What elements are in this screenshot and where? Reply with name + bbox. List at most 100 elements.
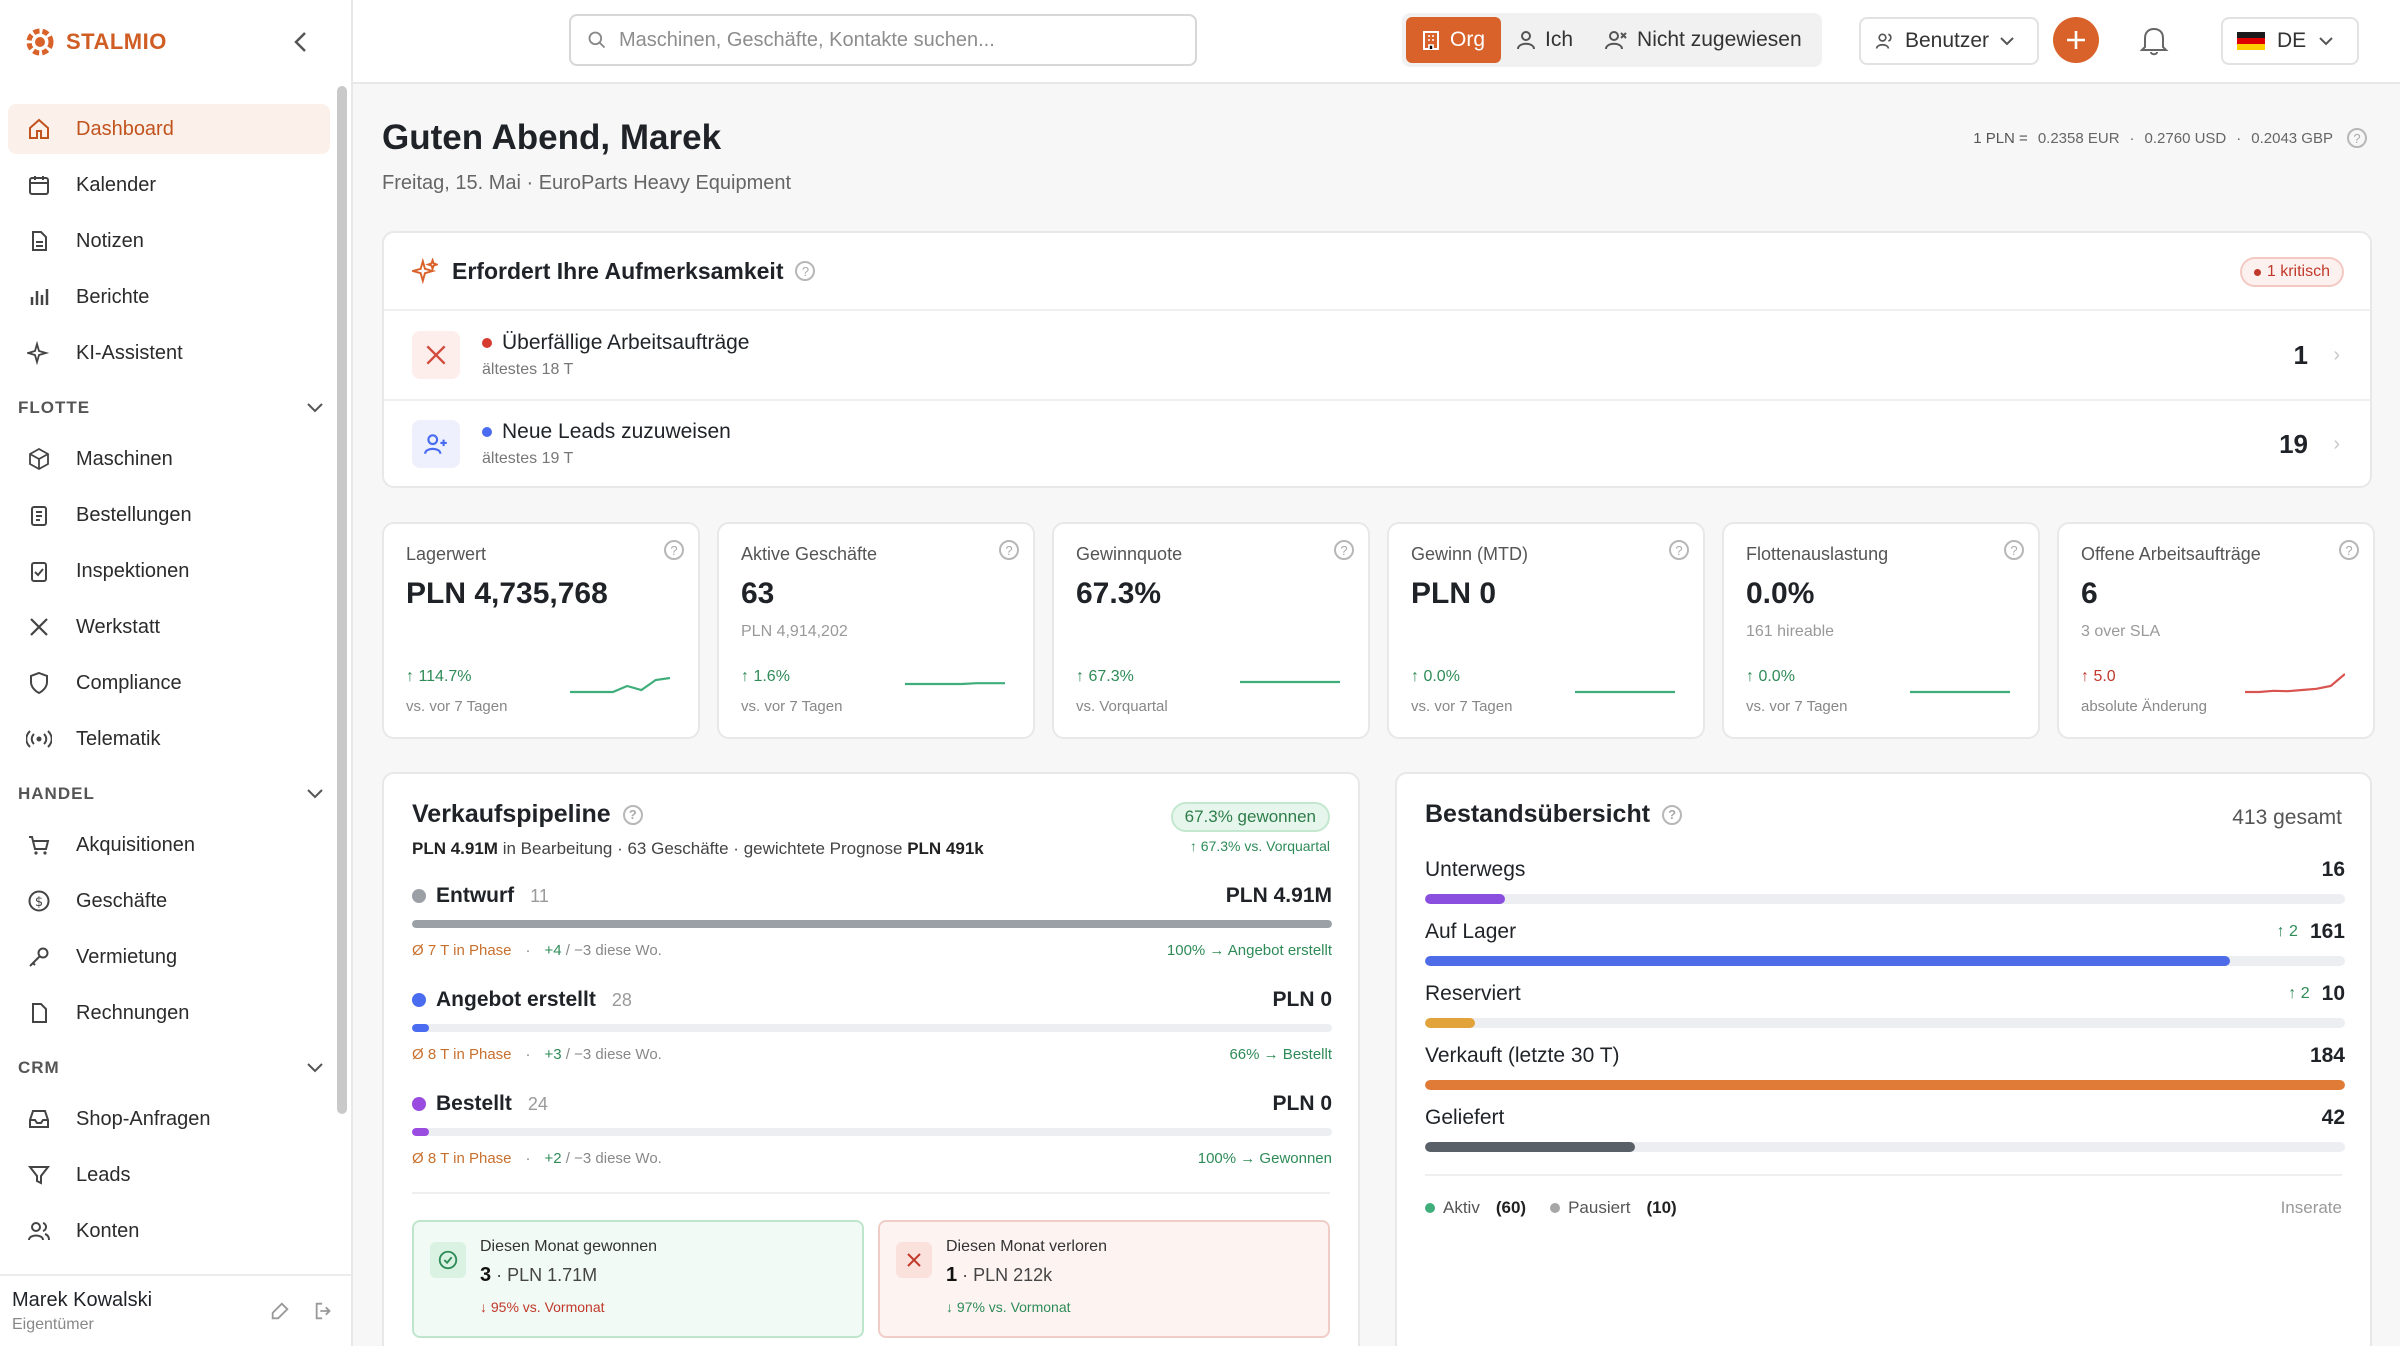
stage-value: PLN 0 bbox=[1272, 988, 1332, 1011]
help-icon[interactable]: ? bbox=[2347, 128, 2367, 148]
notifications-button[interactable] bbox=[2139, 24, 2171, 56]
check-circle-icon bbox=[430, 1242, 466, 1278]
kpi-note: absolute Änderung bbox=[2081, 698, 2207, 715]
search-box[interactable] bbox=[569, 14, 1197, 66]
kpi-value: PLN 4,735,768 bbox=[406, 577, 608, 610]
nav-group-flotte[interactable]: FLOTTE bbox=[8, 388, 324, 428]
kpi-card[interactable]: Lagerwert PLN 4,735,768 ↑ 114.7% vs. vor 7 … bbox=[382, 522, 700, 739]
kpi-card[interactable]: Gewinn (MTD) PLN 0 ↑ 0.0% vs. vor 7 Tagen? bbox=[1387, 522, 1705, 739]
sidebar-item-label: Werkstatt bbox=[76, 615, 161, 638]
users-icon bbox=[24, 1216, 54, 1246]
chart-icon bbox=[24, 282, 54, 312]
help-icon[interactable]: ? bbox=[2004, 540, 2024, 560]
sidebar-item-compliance[interactable]: Compliance bbox=[8, 658, 330, 708]
create-button[interactable] bbox=[2053, 17, 2099, 63]
attention-row-label: Überfällige Arbeitsaufträge bbox=[502, 331, 750, 354]
nav-group-crm[interactable]: CRM bbox=[8, 1048, 324, 1088]
logo[interactable]: STALMIO bbox=[20, 22, 167, 62]
scope-org-button[interactable]: Org bbox=[1406, 17, 1502, 63]
sidebar-item-label: Compliance bbox=[76, 671, 182, 694]
sidebar-item-dashboard[interactable]: Dashboard bbox=[8, 104, 330, 154]
help-icon[interactable]: ? bbox=[1334, 540, 1354, 560]
kpi-card[interactable]: Gewinnquote 67.3% ↑ 67.3% vs. Vorquartal? bbox=[1052, 522, 1370, 739]
kpi-card[interactable]: Aktive Geschäfte 63 PLN 4,914,202 ↑ 1.6% vs.… bbox=[717, 522, 1035, 739]
kpi-card[interactable]: Flottenauslastung 0.0% 161 hireable ↑ 0.0% v… bbox=[1722, 522, 2040, 739]
inventory-label: Verkauft (letzte 30 T) bbox=[1425, 1044, 1620, 1067]
kpi-card[interactable]: Offene Arbeitsaufträge 6 3 over SLA ↑ 5.0 ab… bbox=[2057, 522, 2375, 739]
help-icon[interactable]: ? bbox=[622, 804, 643, 825]
sidebar-item-inspektionen[interactable]: Inspektionen bbox=[8, 546, 330, 596]
inventory-row[interactable]: Unterwegs 16 bbox=[1425, 858, 2345, 904]
kpi-subtext bbox=[1411, 623, 1681, 643]
kpi-note: vs. vor 7 Tagen bbox=[741, 698, 843, 715]
pipeline-title: Verkaufspipeline bbox=[412, 800, 611, 828]
inventory-bar-fill bbox=[1425, 1018, 1475, 1028]
sidebar-item-berichte[interactable]: Berichte bbox=[8, 272, 330, 322]
key-icon bbox=[24, 942, 54, 972]
sidebar-item-kalender[interactable]: Kalender bbox=[8, 160, 330, 210]
exchange-rates: 1 PLN = 0.2358 EUR · 0.2760 USD · 0.2043… bbox=[1973, 128, 2367, 148]
attention-row-overdue-orders[interactable]: Überfällige Arbeitsaufträge ältestes 18 … bbox=[384, 311, 2370, 399]
scope-unassigned-button[interactable]: Nicht zugewiesen bbox=[1589, 17, 1818, 63]
scope-me-button[interactable]: Ich bbox=[1501, 17, 1589, 63]
edit-icon[interactable] bbox=[269, 1300, 291, 1322]
sidebar-item-geschaefte[interactable]: $ Geschäfte bbox=[8, 876, 330, 926]
sidebar-item-shop-anfragen[interactable]: Shop-Anfragen bbox=[8, 1094, 330, 1144]
sidebar-item-leads[interactable]: Leads bbox=[8, 1150, 330, 1200]
pipeline-summary: PLN 4.91M in Bearbeitung · 63 Geschäfte … bbox=[412, 839, 1330, 859]
help-icon[interactable]: ? bbox=[1669, 540, 1689, 560]
inventory-label: Auf Lager bbox=[1425, 920, 1517, 943]
inventory-row[interactable]: Verkauft (letzte 30 T) 184 bbox=[1425, 1044, 2345, 1090]
nav-group-title: CRM bbox=[18, 1058, 60, 1077]
listings-link[interactable]: Inserate bbox=[2280, 1198, 2342, 1217]
kpi-delta: ↑ 5.0 bbox=[2081, 668, 2116, 685]
inventory-label: Geliefert bbox=[1425, 1106, 1505, 1129]
nav-group-handel[interactable]: HANDEL bbox=[8, 774, 324, 814]
attention-row-text: Überfällige Arbeitsaufträge ältestes 18 … bbox=[482, 331, 749, 379]
language-select[interactable]: DE bbox=[2221, 17, 2359, 65]
search-input[interactable] bbox=[619, 28, 1179, 52]
sidebar-item-vermietung[interactable]: Vermietung bbox=[8, 932, 330, 982]
calendar-icon bbox=[24, 170, 54, 200]
won-this-month-card[interactable]: Diesen Monat gewonnen 3 · PLN 1.71M ↓ 95… bbox=[412, 1220, 864, 1338]
attention-row-sub: ältestes 19 T bbox=[482, 450, 574, 467]
sidebar-item-ki-assistent[interactable]: KI-Assistent bbox=[8, 328, 330, 378]
help-icon[interactable]: ? bbox=[2339, 540, 2359, 560]
help-icon[interactable]: ? bbox=[795, 261, 816, 281]
fx-eur: 0.2358 EUR bbox=[2037, 129, 2120, 147]
collapse-sidebar-button[interactable] bbox=[287, 28, 315, 56]
sparkline bbox=[570, 676, 670, 694]
help-icon[interactable]: ? bbox=[999, 540, 1019, 560]
kpi-delta: ↑ 1.6% bbox=[741, 668, 790, 685]
inventory-label: Unterwegs bbox=[1425, 858, 1526, 881]
kpi-label: Flottenauslastung bbox=[1746, 544, 1889, 564]
sidebar-item-telematik[interactable]: Telematik bbox=[8, 714, 330, 764]
user-info[interactable]: Marek Kowalski Eigentümer bbox=[12, 1289, 152, 1334]
help-icon[interactable]: ? bbox=[664, 540, 684, 560]
inventory-row[interactable]: Reserviert ↑ 2 10 bbox=[1425, 982, 2345, 1028]
sidebar-item-rechnungen[interactable]: Rechnungen bbox=[8, 988, 330, 1038]
sidebar-item-maschinen[interactable]: Maschinen bbox=[8, 434, 330, 484]
stage-bar-fill bbox=[412, 1128, 429, 1136]
users-dropdown[interactable]: Benutzer bbox=[1859, 17, 2039, 65]
sidebar-item-akquisitionen[interactable]: Akquisitionen bbox=[8, 820, 330, 870]
help-icon[interactable]: ? bbox=[1662, 804, 1683, 825]
attention-row-new-leads[interactable]: Neue Leads zuzuweisen ältestes 19 T 19 › bbox=[384, 399, 2370, 487]
sparkline-path bbox=[570, 676, 670, 694]
lost-this-month-card[interactable]: Diesen Monat verloren 1 · PLN 212k ↓ 97%… bbox=[878, 1220, 1330, 1338]
sidebar-item-konten[interactable]: Konten bbox=[8, 1206, 330, 1256]
inventory-row[interactable]: Auf Lager ↑ 2 161 bbox=[1425, 920, 2345, 966]
stage-count: 11 bbox=[530, 885, 549, 906]
sidebar-item-werkstatt[interactable]: Werkstatt bbox=[8, 602, 330, 652]
search-icon bbox=[588, 31, 606, 49]
won-delta: ↓ 95% vs. Vormonat bbox=[480, 1299, 605, 1315]
sidebar-item-bestellungen[interactable]: Bestellungen bbox=[8, 490, 330, 540]
logout-icon[interactable] bbox=[313, 1300, 335, 1322]
sidebar-scrollbar[interactable] bbox=[337, 86, 347, 1114]
inventory-row[interactable]: Geliefert 42 bbox=[1425, 1106, 2345, 1152]
sidebar-item-notizen[interactable]: Notizen bbox=[8, 216, 330, 266]
sidebar-item-label: Rechnungen bbox=[76, 1001, 190, 1024]
pipeline-stage[interactable]: Entwurf 11 PLN 4.91M Ø 7 T in Phase · +4 / −3… bbox=[412, 884, 1332, 959]
